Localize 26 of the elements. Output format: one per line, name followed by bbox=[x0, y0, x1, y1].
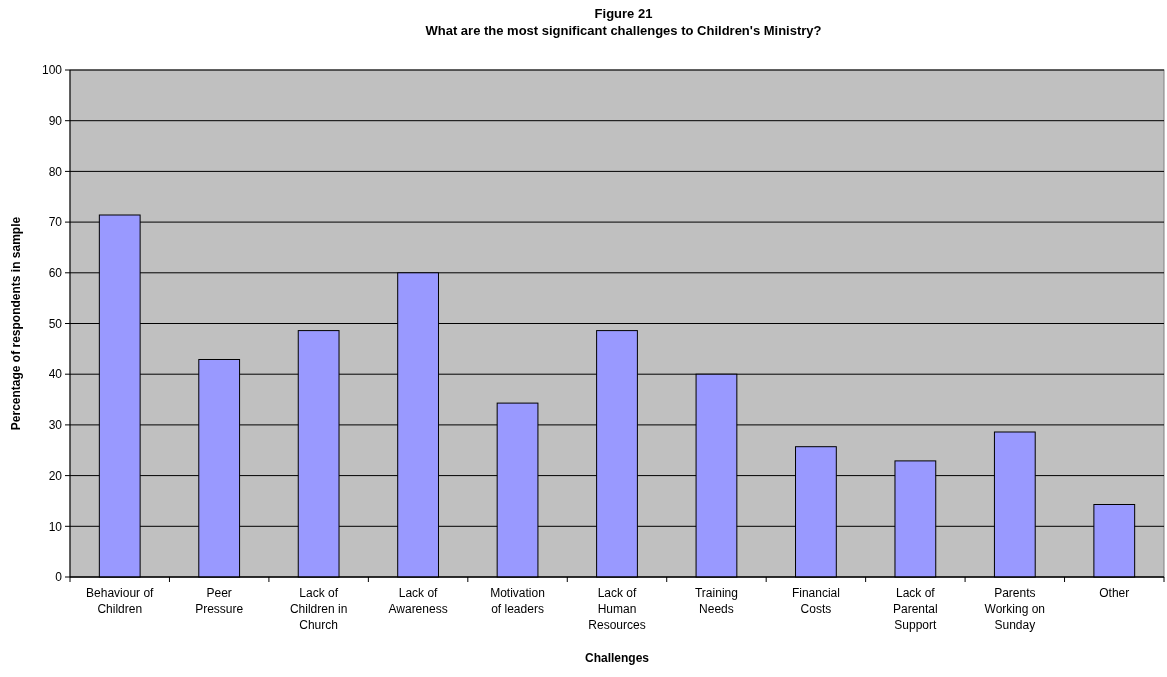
x-tick-label: Behaviour of Children bbox=[86, 586, 155, 616]
x-tick-label: Lack of Human Resources bbox=[588, 586, 646, 632]
chart-subtitle: What are the most significant challenges to Children's Ministry? bbox=[425, 23, 822, 38]
y-tick-label: 50 bbox=[48, 316, 63, 331]
y-tick-label: 0 bbox=[55, 570, 63, 585]
x-tick-label: Training Needs bbox=[694, 586, 738, 616]
x-tick-label: Financial Costs bbox=[791, 586, 840, 616]
y-tick-label: 20 bbox=[48, 468, 63, 483]
y-axis-title: Percentage of respondents in sample bbox=[9, 216, 23, 431]
x-tick-label: Lack of Awareness bbox=[388, 586, 448, 616]
y-tick-label: 30 bbox=[48, 418, 63, 433]
x-tick-label: Motivation of leaders bbox=[490, 586, 545, 616]
y-tick-label: 10 bbox=[48, 519, 63, 534]
x-tick-label: Lack of Children in Church bbox=[289, 586, 348, 632]
x-tick-label: Other bbox=[1099, 586, 1130, 600]
x-tick-label: Parents Working on Sunday bbox=[984, 586, 1046, 632]
y-tick-label: 90 bbox=[48, 113, 63, 128]
chart-title: Figure 21 bbox=[594, 6, 653, 21]
y-tick-label: 80 bbox=[48, 164, 63, 179]
y-tick-label: 70 bbox=[48, 215, 63, 230]
x-tick-label: Lack of Parental Support bbox=[893, 586, 938, 632]
y-tick-label: 100 bbox=[41, 63, 63, 78]
x-tick-label: Peer Pressure bbox=[195, 586, 244, 616]
y-tick-label: 60 bbox=[48, 266, 63, 280]
y-tick-label: 40 bbox=[48, 367, 63, 382]
x-axis-title: Challenges bbox=[584, 651, 650, 665]
